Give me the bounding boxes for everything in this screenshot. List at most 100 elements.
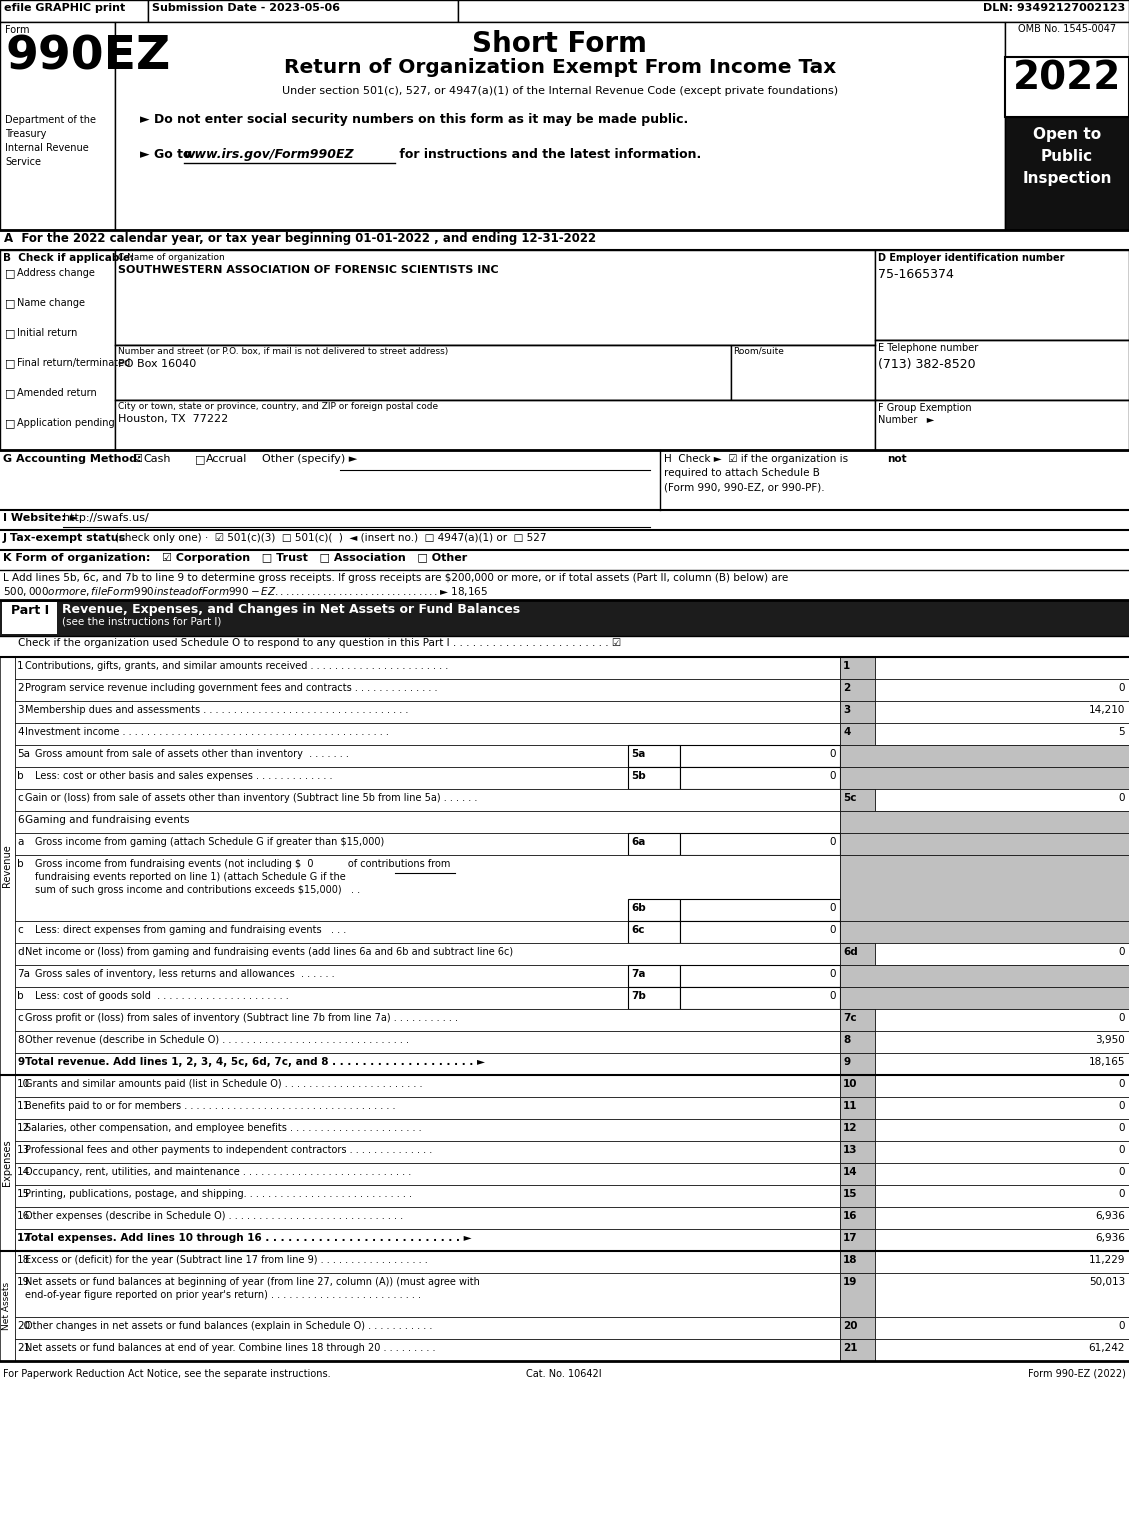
Text: 1: 1 [17, 660, 24, 671]
Text: 0: 0 [830, 749, 835, 759]
Bar [680, 767, 840, 788]
Text: 4: 4 [17, 727, 24, 737]
Bar [875, 942, 1129, 965]
Bar [840, 1273, 875, 1318]
Text: Number and street (or P.O. box, if mail is not delivered to street address): Number and street (or P.O. box, if mail … [119, 348, 448, 355]
Text: C Name of organization: C Name of organization [119, 253, 225, 262]
Text: 0: 0 [1119, 947, 1124, 958]
Text: Gross profit or (loss) from sales of inventory (Subtract line 7b from line 7a) .: Gross profit or (loss) from sales of inv… [25, 1013, 458, 1023]
Text: Salaries, other compensation, and employee benefits . . . . . . . . . . . . . . : Salaries, other compensation, and employ… [25, 1122, 421, 1133]
Bar [115, 21, 1005, 230]
Text: b: b [17, 859, 24, 869]
Bar [15, 723, 840, 746]
Text: Printing, publications, postage, and shipping. . . . . . . . . . . . . . . . . .: Printing, publications, postage, and shi… [25, 1190, 412, 1199]
Text: c: c [17, 793, 23, 804]
Text: 6,936: 6,936 [1095, 1211, 1124, 1222]
Bar [628, 833, 680, 856]
Bar [875, 1273, 1129, 1318]
Bar [15, 1075, 840, 1096]
Text: Gross sales of inventory, less returns and allowances  . . . . . .: Gross sales of inventory, less returns a… [35, 968, 334, 979]
Text: OMB No. 1545-0047: OMB No. 1545-0047 [1018, 24, 1117, 34]
Text: 10: 10 [843, 1080, 858, 1089]
Bar [15, 679, 840, 702]
Text: 0: 0 [1119, 683, 1124, 692]
Bar [115, 400, 875, 450]
Text: J Tax-exempt status: J Tax-exempt status [3, 534, 126, 543]
Bar [15, 811, 840, 833]
Text: 0: 0 [1119, 1080, 1124, 1089]
Text: □: □ [195, 454, 205, 464]
Text: 14,210: 14,210 [1088, 705, 1124, 715]
Text: Occupancy, rent, utilities, and maintenance . . . . . . . . . . . . . . . . . . : Occupancy, rent, utilities, and maintena… [25, 1167, 411, 1177]
Text: not: not [887, 454, 907, 464]
Bar [840, 942, 875, 965]
Text: 6c: 6c [631, 926, 645, 935]
Text: a: a [17, 837, 24, 846]
Text: K Form of organization:   ☑ Corporation   □ Trust   □ Association   □ Other: K Form of organization: ☑ Corporation □ … [3, 554, 467, 563]
Bar [628, 987, 680, 1010]
Text: 61,242: 61,242 [1088, 1344, 1124, 1353]
Bar [840, 856, 1129, 921]
Bar [875, 400, 1129, 450]
Bar [15, 833, 840, 856]
Text: sum of such gross income and contributions exceeds $15,000)   . .: sum of such gross income and contributio… [35, 884, 360, 895]
Bar [628, 921, 680, 942]
Bar [680, 965, 840, 987]
Bar [0, 599, 1129, 636]
Bar [15, 1229, 840, 1250]
Text: 15: 15 [17, 1190, 30, 1199]
Text: 6b: 6b [631, 903, 646, 913]
Text: 0: 0 [830, 968, 835, 979]
Text: 21: 21 [843, 1344, 858, 1353]
Bar [15, 942, 840, 965]
Bar [628, 746, 680, 767]
Bar [840, 1229, 875, 1250]
Text: 6a: 6a [631, 837, 646, 846]
Bar [458, 0, 1129, 21]
Bar [15, 1185, 840, 1206]
Text: Initial return: Initial return [17, 328, 78, 339]
Bar [0, 657, 15, 1075]
Bar [840, 921, 1129, 942]
Text: 16: 16 [17, 1211, 30, 1222]
Bar [0, 1250, 15, 1360]
Text: Name change: Name change [17, 297, 85, 308]
Bar [115, 250, 875, 345]
Text: 0: 0 [1119, 1122, 1124, 1133]
Bar [15, 702, 840, 723]
Bar [840, 1075, 875, 1096]
Bar [0, 0, 148, 21]
Bar [2, 602, 56, 634]
Text: 17: 17 [17, 1234, 32, 1243]
Bar [840, 1250, 875, 1273]
Text: 3,950: 3,950 [1095, 1035, 1124, 1045]
Bar [680, 900, 840, 921]
Text: □: □ [5, 268, 16, 278]
Text: 13: 13 [843, 1145, 858, 1154]
Text: Less: cost of goods sold  . . . . . . . . . . . . . . . . . . . . . .: Less: cost of goods sold . . . . . . . .… [35, 991, 289, 1000]
Text: 3: 3 [17, 705, 24, 715]
Bar [680, 746, 840, 767]
Text: 990EZ: 990EZ [5, 35, 170, 79]
Text: PO Box 16040: PO Box 16040 [119, 358, 196, 369]
Text: Accrual: Accrual [205, 454, 247, 464]
Bar [840, 788, 875, 811]
Text: Revenue: Revenue [2, 845, 12, 888]
Text: 18: 18 [17, 1255, 30, 1266]
Text: http://swafs.us/: http://swafs.us/ [63, 512, 149, 523]
Text: Form: Form [5, 24, 29, 35]
Bar [0, 250, 115, 450]
Bar [15, 767, 840, 788]
Bar [840, 1052, 875, 1075]
Text: Amended return: Amended return [17, 387, 97, 398]
Text: 2022: 2022 [1013, 59, 1121, 98]
Text: Gaming and fundraising events: Gaming and fundraising events [25, 814, 190, 825]
Text: 0: 0 [830, 991, 835, 1000]
Bar [840, 1164, 875, 1185]
Text: Gross income from gaming (attach Schedule G if greater than $15,000): Gross income from gaming (attach Schedul… [35, 837, 384, 846]
Bar [15, 965, 840, 987]
Text: 6,936: 6,936 [1095, 1234, 1124, 1243]
Text: Return of Organization Exempt From Income Tax: Return of Organization Exempt From Incom… [283, 58, 837, 76]
Text: Net Assets: Net Assets [2, 1283, 11, 1330]
Text: 12: 12 [17, 1122, 30, 1133]
